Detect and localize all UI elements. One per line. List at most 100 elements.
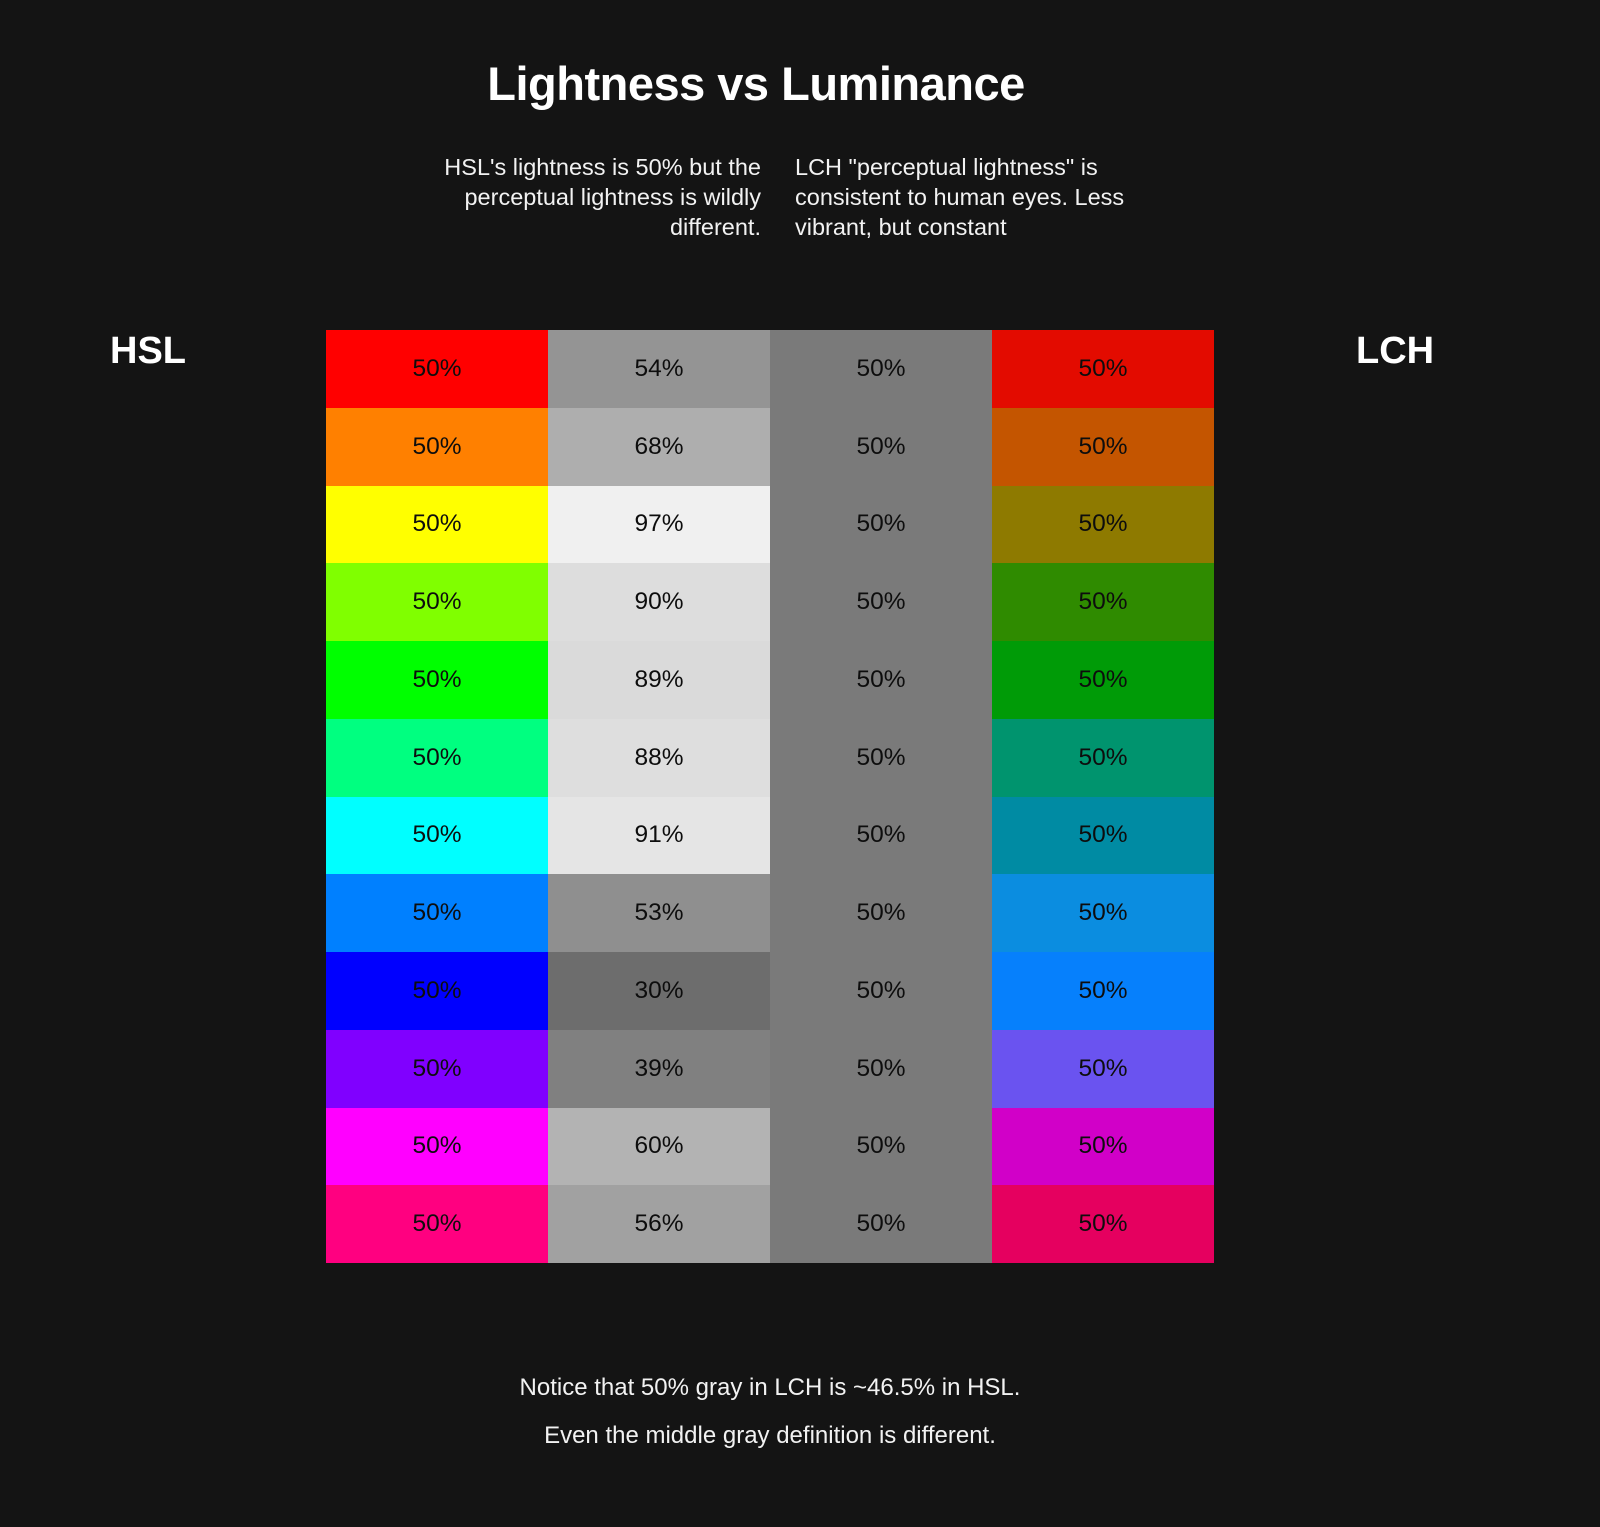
- swatch-chartreuse-lch-color: 50%: [992, 563, 1214, 641]
- swatch-orange-lch-gray: 50%: [770, 407, 992, 486]
- swatch-label: 50%: [856, 354, 906, 382]
- swatch-red-luminance-gray: 54%: [548, 330, 770, 408]
- swatch-label: 50%: [412, 1210, 462, 1238]
- swatch-green-hsl-color: 50%: [326, 641, 548, 719]
- intro-hsl-line-3: different.: [669, 214, 761, 240]
- swatch-label: 50%: [856, 432, 906, 460]
- swatch-grid: 50% 54% 50% 50% 50% 68% 50% 50% 50% 97% 50% 50% 50% 9…: [326, 330, 1214, 1263]
- swatch-label: 54%: [634, 354, 684, 382]
- swatch-blue-hsl-color: 50%: [326, 952, 548, 1030]
- swatch-label: 50%: [856, 899, 906, 927]
- swatch-chartreuse-hsl-color: 50%: [326, 563, 548, 641]
- swatch-cyan-lch-color: 50%: [992, 796, 1214, 875]
- swatch-label: 50%: [856, 743, 906, 771]
- swatch-green-lch-gray: 50%: [770, 641, 992, 719]
- swatch-label: 68%: [634, 432, 684, 460]
- swatch-label: 50%: [1078, 665, 1128, 693]
- swatch-label: 50%: [412, 588, 462, 616]
- swatch-violet-luminance-gray: 39%: [548, 1029, 770, 1108]
- swatch-label: 89%: [634, 665, 684, 693]
- swatch-orange-lch-color: 50%: [992, 407, 1214, 486]
- swatch-magenta-luminance-gray: 60%: [548, 1107, 770, 1186]
- swatch-label: 50%: [412, 1132, 462, 1160]
- swatch-label: 53%: [634, 899, 684, 927]
- swatch-label: 50%: [856, 1132, 906, 1160]
- swatch-label: 50%: [412, 354, 462, 382]
- swatch-yellow-lch-color: 50%: [992, 485, 1214, 564]
- swatch-blue-lch-color: 50%: [992, 952, 1214, 1030]
- intro-lch-line-1: LCH "perceptual lightness" is: [795, 154, 1098, 180]
- swatch-red-hsl-color: 50%: [326, 330, 548, 408]
- swatch-orange-hsl-color: 50%: [326, 407, 548, 486]
- swatch-rose-lch-color: 50%: [992, 1185, 1214, 1263]
- swatch-label: 50%: [412, 1054, 462, 1082]
- swatch-spring-green-lch-gray: 50%: [770, 718, 992, 797]
- intro-lch-line-2: consistent to human eyes. Less: [795, 184, 1125, 210]
- swatch-magenta-lch-color: 50%: [992, 1107, 1214, 1186]
- swatch-violet-hsl-color: 50%: [326, 1029, 548, 1108]
- swatch-label: 90%: [634, 588, 684, 616]
- swatch-label: 50%: [412, 432, 462, 460]
- swatch-azure-hsl-color: 50%: [326, 874, 548, 952]
- swatch-green-lch-color: 50%: [992, 641, 1214, 719]
- swatch-yellow-lch-gray: 50%: [770, 485, 992, 564]
- swatch-azure-luminance-gray: 53%: [548, 874, 770, 952]
- intro-hsl-line-2: perceptual lightness is wildly: [464, 184, 761, 210]
- swatch-label: 50%: [1078, 899, 1128, 927]
- swatch-label: 91%: [634, 821, 684, 849]
- footer: Notice that 50% gray in LCH is ~46.5% in…: [326, 1375, 1214, 1448]
- swatch-chartreuse-luminance-gray: 90%: [548, 563, 770, 641]
- swatch-label: 50%: [856, 588, 906, 616]
- swatch-spring-green-lch-color: 50%: [992, 718, 1214, 797]
- swatch-label: 50%: [412, 510, 462, 538]
- swatch-blue-luminance-gray: 30%: [548, 952, 770, 1030]
- swatch-spring-green-luminance-gray: 88%: [548, 718, 770, 797]
- swatch-label: 50%: [856, 510, 906, 538]
- swatch-label: 50%: [856, 1210, 906, 1238]
- swatch-label: 30%: [634, 976, 684, 1004]
- swatch-label: 50%: [412, 976, 462, 1004]
- swatch-label: 88%: [634, 743, 684, 771]
- swatch-label: 39%: [634, 1054, 684, 1082]
- intro-paragraphs: HSL's lightness is 50% but the perceptua…: [388, 152, 1187, 242]
- swatch-label: 50%: [412, 665, 462, 693]
- swatch-green-luminance-gray: 89%: [548, 641, 770, 719]
- swatch-label: 50%: [856, 665, 906, 693]
- hsl-label: HSL: [110, 330, 186, 372]
- swatch-azure-lch-gray: 50%: [770, 874, 992, 952]
- swatch-label: 50%: [1078, 510, 1128, 538]
- intro-lch-line-3: vibrant, but constant: [795, 214, 1007, 240]
- swatch-yellow-hsl-color: 50%: [326, 485, 548, 564]
- intro-hsl-paragraph: HSL's lightness is 50% but the perceptua…: [388, 152, 761, 242]
- swatch-label: 60%: [634, 1132, 684, 1160]
- swatch-orange-luminance-gray: 68%: [548, 407, 770, 486]
- swatch-red-lch-color: 50%: [992, 330, 1214, 408]
- swatch-violet-lch-gray: 50%: [770, 1029, 992, 1108]
- page-title: Lightness vs Luminance: [487, 57, 1025, 110]
- swatch-label: 50%: [1078, 432, 1128, 460]
- footer-note-gray-equivalence: Notice that 50% gray in LCH is ~46.5% in…: [519, 1374, 1021, 1401]
- swatch-azure-lch-color: 50%: [992, 874, 1214, 952]
- swatch-label: 50%: [1078, 743, 1128, 771]
- swatch-spring-green-hsl-color: 50%: [326, 718, 548, 797]
- swatch-rose-lch-gray: 50%: [770, 1185, 992, 1263]
- swatch-label: 50%: [1078, 976, 1128, 1004]
- swatch-cyan-lch-gray: 50%: [770, 796, 992, 875]
- swatch-label: 50%: [412, 899, 462, 927]
- swatch-red-lch-gray: 50%: [770, 330, 992, 408]
- swatch-label: 50%: [412, 743, 462, 771]
- swatch-label: 50%: [1078, 588, 1128, 616]
- swatch-label: 50%: [1078, 1132, 1128, 1160]
- swatch-cyan-hsl-color: 50%: [326, 796, 548, 875]
- swatch-label: 50%: [412, 821, 462, 849]
- swatch-magenta-hsl-color: 50%: [326, 1107, 548, 1186]
- swatch-label: 56%: [634, 1210, 684, 1238]
- swatch-blue-lch-gray: 50%: [770, 952, 992, 1030]
- intro-lch-paragraph: LCH "perceptual lightness" is consistent…: [795, 152, 1187, 242]
- lch-label: LCH: [1356, 330, 1435, 372]
- swatch-cyan-luminance-gray: 91%: [548, 796, 770, 875]
- swatch-magenta-lch-gray: 50%: [770, 1107, 992, 1186]
- footer-note-middle-gray: Even the middle gray definition is diffe…: [544, 1422, 996, 1449]
- swatch-label: 50%: [1078, 821, 1128, 849]
